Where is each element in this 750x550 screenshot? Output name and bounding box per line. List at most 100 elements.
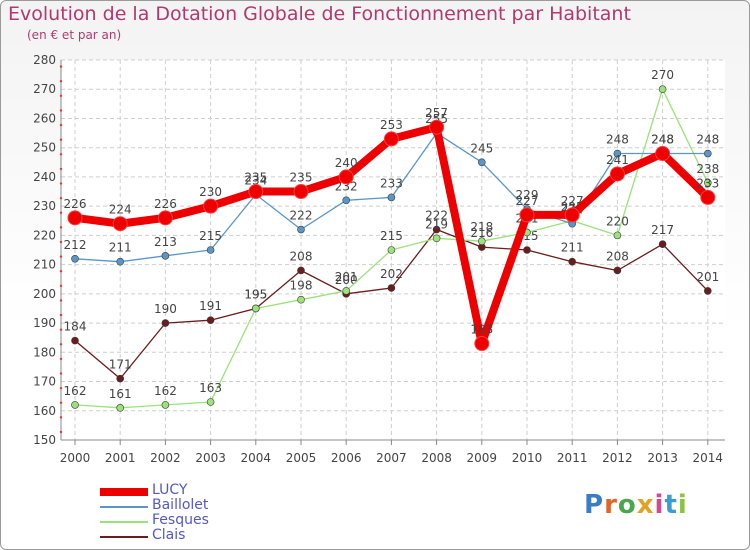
logo-letter: t (664, 490, 678, 520)
data-label-lucy: 253 (380, 118, 403, 132)
y-tick-label: 270 (33, 82, 56, 96)
data-label-clais: 200 (335, 273, 358, 287)
data-point-baillolet (161, 252, 170, 260)
axis-dot (59, 109, 63, 112)
data-label-fesques: 163 (199, 381, 222, 395)
data-point-lucy (519, 207, 535, 223)
data-label-baillolet: 248 (696, 133, 719, 147)
data-point-fesques (658, 85, 667, 94)
legend-swatch (100, 536, 148, 538)
data-label-lucy: 235 (244, 171, 267, 185)
legend-swatch (100, 521, 148, 523)
x-tick-label: 2012 (602, 451, 633, 465)
data-label-fesques: 238 (696, 162, 719, 176)
y-tick-label: 190 (33, 316, 56, 330)
data-point-clais (297, 266, 305, 275)
axis-dot (59, 226, 63, 229)
data-point-clais (658, 240, 667, 248)
axis-dot (59, 284, 63, 288)
y-tick-label: 250 (33, 141, 56, 155)
data-label-clais: 216 (470, 226, 493, 240)
data-point-lucy (474, 336, 490, 352)
data-point-lucy (338, 169, 354, 185)
data-label-fesques: 218 (470, 220, 493, 234)
data-point-lucy (248, 184, 264, 200)
data-label-baillolet: 234 (244, 173, 267, 187)
data-point-baillolet (71, 254, 79, 263)
data-label-clais: 190 (154, 302, 177, 316)
logo-letter: o (617, 490, 637, 520)
axis-dot (59, 255, 63, 258)
axis-dot (59, 182, 63, 185)
data-label-baillolet: 211 (109, 241, 132, 255)
legend-label: Baillolet (152, 497, 209, 513)
data-point-fesques (71, 401, 79, 409)
x-tick-label: 2005 (286, 451, 317, 465)
data-point-lucy (429, 119, 445, 135)
legend-swatch (100, 506, 148, 508)
data-label-clais: 202 (380, 267, 403, 281)
data-point-fesques (252, 304, 260, 313)
data-point-fesques (432, 234, 441, 243)
data-label-lucy: 240 (335, 156, 358, 170)
data-label-clais: 184 (64, 320, 87, 334)
data-point-lucy (700, 189, 716, 205)
data-point-lucy (293, 184, 309, 200)
data-point-baillolet (116, 257, 124, 266)
data-label-fesques: 195 (244, 287, 267, 301)
data-label-lucy: 224 (109, 203, 132, 217)
y-tick-label: 170 (33, 375, 56, 389)
data-point-lucy (609, 166, 625, 182)
data-point-baillolet (613, 149, 622, 158)
y-tick-label: 210 (33, 258, 56, 272)
data-label-lucy: 241 (606, 153, 629, 167)
y-tick-label: 150 (33, 433, 56, 447)
data-label-baillolet: 248 (651, 133, 674, 147)
data-label-baillolet: 212 (64, 238, 87, 252)
data-label-baillolet: 213 (154, 235, 177, 249)
data-point-clais (116, 374, 124, 383)
data-label-lucy: 226 (154, 197, 177, 211)
y-tick-label: 280 (33, 53, 56, 67)
data-label-fesques: 220 (606, 214, 629, 228)
axis-dot (59, 240, 63, 244)
axis-dot (59, 94, 63, 98)
data-point-lucy (67, 210, 83, 226)
data-point-baillolet (477, 158, 486, 167)
axis-dot (59, 343, 63, 346)
axis-dot (59, 401, 63, 404)
data-point-lucy (203, 198, 219, 214)
x-tick-label: 2013 (647, 451, 678, 465)
axis-dot (59, 167, 63, 171)
data-point-clais (71, 336, 79, 345)
data-point-lucy (157, 210, 173, 226)
x-tick-label: 2003 (195, 451, 226, 465)
x-tick-label: 2011 (557, 451, 588, 465)
y-tick-label: 160 (33, 404, 56, 418)
data-point-clais (703, 287, 712, 295)
axis-dot (59, 123, 63, 127)
legend-label: Fesques (152, 512, 209, 528)
x-tick-label: 2001 (105, 451, 136, 465)
axis-dot (59, 386, 63, 390)
data-label-baillolet: 248 (606, 133, 629, 147)
axis-dot (59, 372, 63, 375)
axis-dot (59, 65, 63, 68)
x-tick-label: 2009 (467, 451, 498, 465)
data-point-baillolet (342, 196, 351, 205)
data-label-lucy: 248 (651, 133, 674, 147)
data-label-lucy: 230 (199, 185, 222, 199)
data-point-lucy (383, 131, 399, 147)
data-point-lucy (112, 216, 128, 232)
legend-item-fesques: Fesques (100, 512, 300, 530)
x-tick-label: 2004 (241, 451, 272, 465)
x-tick-label: 2006 (331, 451, 362, 465)
axis-dot (59, 357, 63, 361)
data-label-clais: 191 (199, 299, 222, 313)
data-point-fesques (206, 398, 215, 406)
legend-item-clais: Clais (100, 527, 300, 545)
data-label-clais: 217 (651, 223, 674, 237)
data-point-baillolet (703, 149, 712, 158)
data-label-clais: 208 (290, 249, 313, 263)
